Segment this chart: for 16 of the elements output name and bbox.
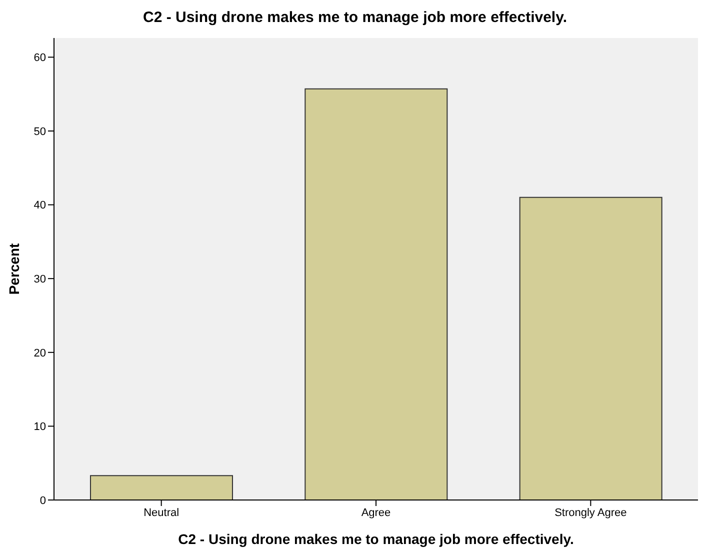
x-tick-label: Neutral xyxy=(144,506,180,519)
y-tick-label: 10 xyxy=(34,421,46,434)
bar xyxy=(90,475,233,500)
y-tick-label: 20 xyxy=(34,347,46,360)
y-axis-title: Percent xyxy=(6,242,22,295)
bar xyxy=(519,196,662,500)
y-tick-label: 60 xyxy=(34,52,46,64)
x-tick-label: Agree xyxy=(361,506,391,519)
y-tick-label: 50 xyxy=(34,126,46,138)
bar xyxy=(304,88,448,500)
x-axis-title: C2 - Using drone makes me to manage job more effectively. xyxy=(178,531,574,547)
x-tick-label: Strongly Agree xyxy=(554,506,627,519)
y-tick-label: 30 xyxy=(34,274,46,286)
y-tick-label: 40 xyxy=(34,200,46,212)
y-tick-label: 0 xyxy=(40,494,46,507)
chart-title: C2 - Using drone makes me to manage job more effectively. xyxy=(142,8,568,28)
